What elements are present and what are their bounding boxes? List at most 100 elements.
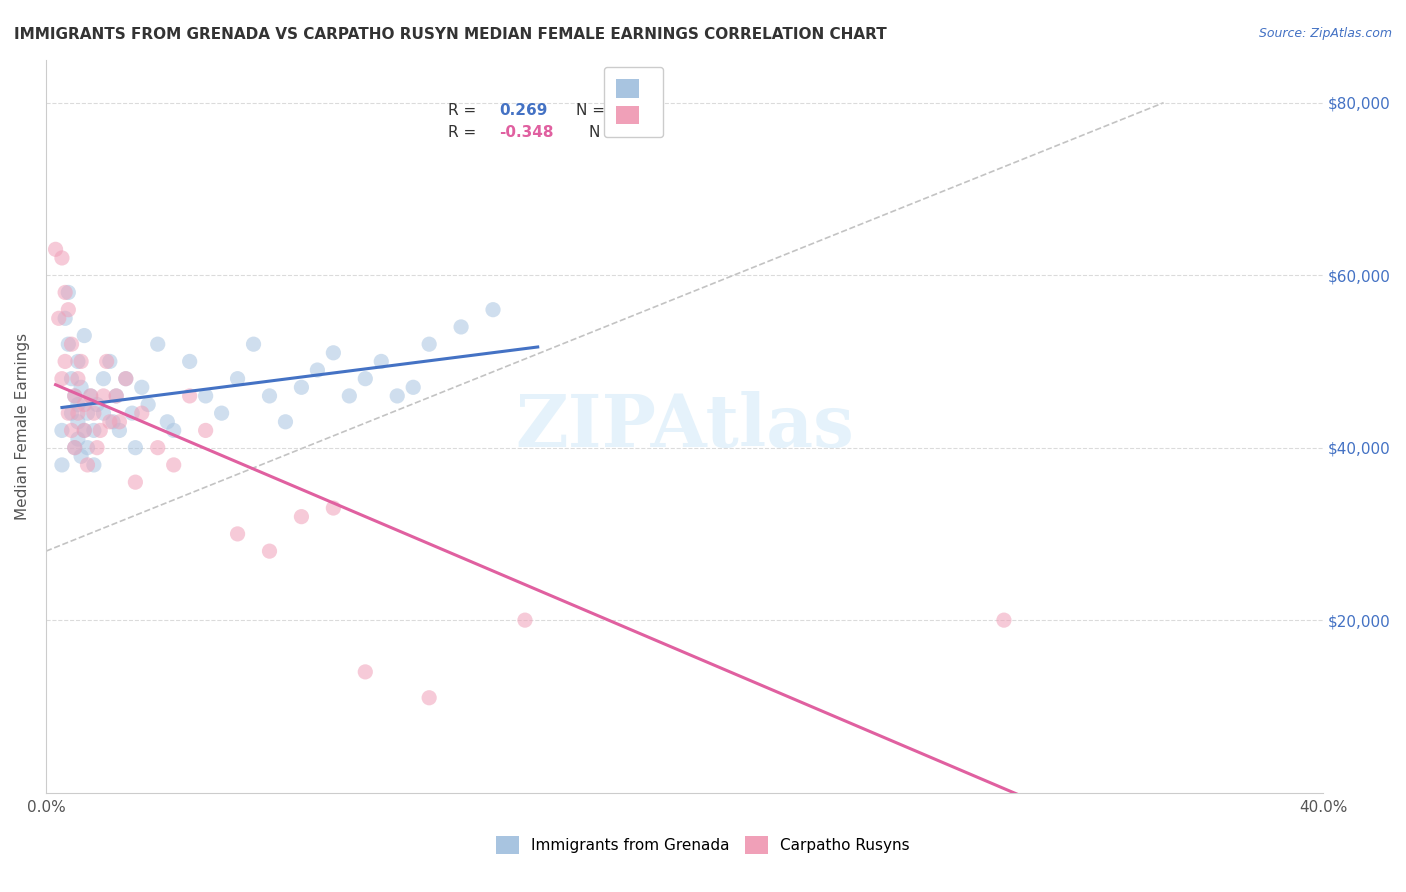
Point xyxy=(63,389,86,403)
Point xyxy=(86,441,108,455)
Point xyxy=(73,424,96,438)
Point xyxy=(96,354,118,368)
Point xyxy=(131,406,153,420)
Point xyxy=(993,613,1015,627)
Point xyxy=(79,389,101,403)
Point xyxy=(211,406,233,420)
Point xyxy=(79,389,101,403)
Point xyxy=(63,389,86,403)
Point xyxy=(89,424,111,438)
Point xyxy=(354,665,377,679)
Point xyxy=(322,501,344,516)
Point xyxy=(48,311,70,326)
Point xyxy=(322,346,344,360)
Point xyxy=(76,458,98,472)
Point xyxy=(194,389,217,403)
Point xyxy=(290,380,312,394)
Point xyxy=(179,389,201,403)
Point xyxy=(194,424,217,438)
Point xyxy=(163,458,186,472)
Legend: Immigrants from Grenada, Carpatho Rusyns: Immigrants from Grenada, Carpatho Rusyns xyxy=(484,823,922,866)
Point xyxy=(58,337,80,351)
Y-axis label: Median Female Earnings: Median Female Earnings xyxy=(15,333,30,520)
Point xyxy=(101,415,124,429)
Point xyxy=(73,398,96,412)
Point xyxy=(66,415,89,429)
Point xyxy=(105,389,128,403)
Point xyxy=(354,372,377,386)
Legend: , : , xyxy=(603,67,664,136)
Point xyxy=(53,285,76,300)
Point xyxy=(226,372,249,386)
Text: -0.348: -0.348 xyxy=(499,125,554,139)
Point xyxy=(290,509,312,524)
Point xyxy=(51,251,73,265)
Text: R =: R = xyxy=(449,103,481,118)
Point xyxy=(53,354,76,368)
Point xyxy=(179,354,201,368)
Point xyxy=(226,527,249,541)
Point xyxy=(86,398,108,412)
Point xyxy=(124,441,146,455)
Point xyxy=(98,415,121,429)
Point xyxy=(51,424,73,438)
Point xyxy=(58,302,80,317)
Point xyxy=(242,337,264,351)
Point xyxy=(337,389,360,403)
Point xyxy=(58,406,80,420)
Point xyxy=(66,406,89,420)
Point xyxy=(307,363,329,377)
Text: Source: ZipAtlas.com: Source: ZipAtlas.com xyxy=(1258,27,1392,40)
Point xyxy=(45,243,67,257)
Text: 0.269: 0.269 xyxy=(499,103,548,118)
Text: R =: R = xyxy=(449,125,481,139)
Text: IMMIGRANTS FROM GRENADA VS CARPATHO RUSYN MEDIAN FEMALE EARNINGS CORRELATION CHA: IMMIGRANTS FROM GRENADA VS CARPATHO RUSY… xyxy=(14,27,887,42)
Point xyxy=(58,285,80,300)
Point xyxy=(146,337,169,351)
Point xyxy=(73,328,96,343)
Point xyxy=(131,380,153,394)
Point xyxy=(98,354,121,368)
Point xyxy=(513,613,536,627)
Point xyxy=(163,424,186,438)
Text: ZIPAtlas: ZIPAtlas xyxy=(515,391,853,461)
Point xyxy=(63,441,86,455)
Point xyxy=(114,372,136,386)
Point xyxy=(60,406,83,420)
Point xyxy=(76,441,98,455)
Point xyxy=(259,544,281,558)
Point xyxy=(70,354,93,368)
Point xyxy=(93,406,115,420)
Text: N =: N = xyxy=(589,125,623,139)
Point xyxy=(66,432,89,446)
Point xyxy=(274,415,297,429)
Point xyxy=(83,458,105,472)
Point xyxy=(105,389,128,403)
Text: 42: 42 xyxy=(634,125,655,139)
Point xyxy=(121,406,143,420)
Point xyxy=(60,424,83,438)
Point xyxy=(51,458,73,472)
Point xyxy=(402,380,425,394)
Point xyxy=(370,354,392,368)
Point xyxy=(93,372,115,386)
Point xyxy=(83,424,105,438)
Point xyxy=(53,311,76,326)
Point xyxy=(124,475,146,490)
Point xyxy=(108,415,131,429)
Point xyxy=(83,406,105,420)
Point xyxy=(387,389,409,403)
Text: N =: N = xyxy=(576,103,610,118)
Point xyxy=(259,389,281,403)
Point xyxy=(136,398,159,412)
Point xyxy=(60,337,83,351)
Point xyxy=(418,690,440,705)
Point xyxy=(93,389,115,403)
Point xyxy=(76,406,98,420)
Point xyxy=(146,441,169,455)
Point xyxy=(51,372,73,386)
Point xyxy=(66,354,89,368)
Point xyxy=(66,372,89,386)
Point xyxy=(418,337,440,351)
Point xyxy=(60,372,83,386)
